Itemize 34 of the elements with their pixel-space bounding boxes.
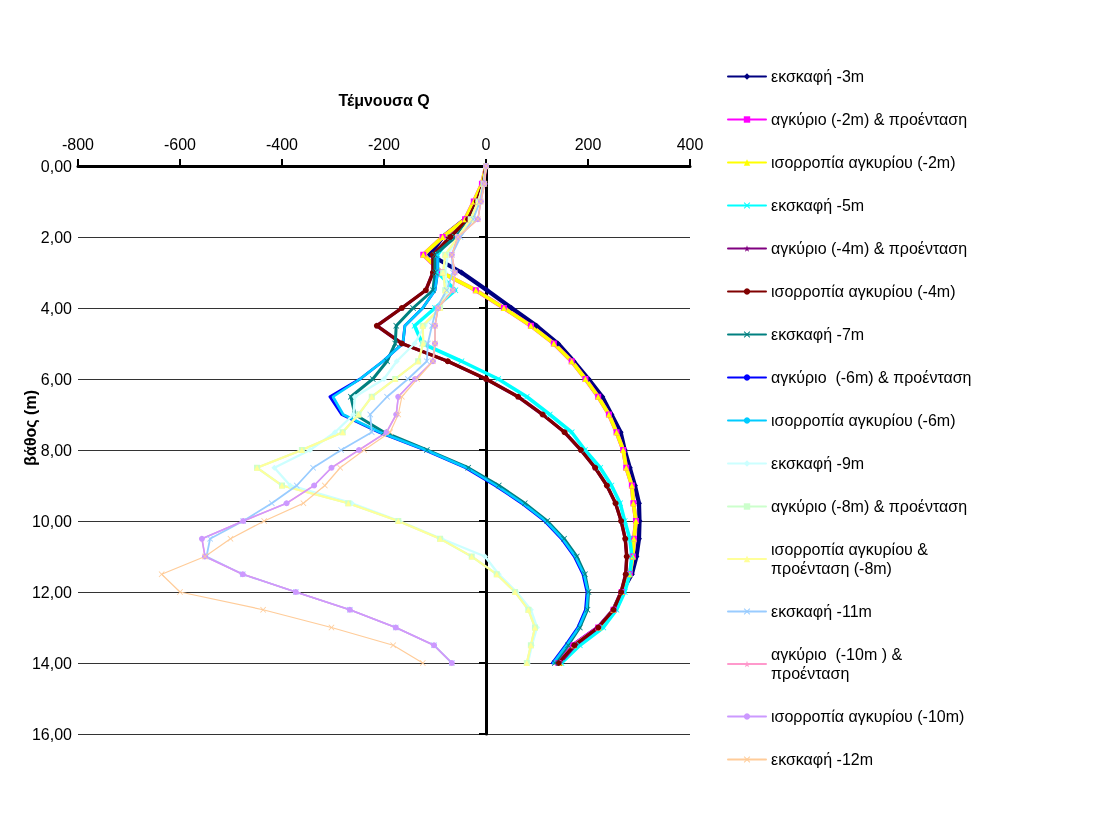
y-tick-label: 10,00 [31, 512, 73, 530]
legend-label: ισορροπία αγκυρίου (-10m) [771, 708, 965, 725]
legend-label: εκσκαφή -7m [771, 326, 865, 343]
legend-label: αγκύριο (-8m) & προένταση [771, 498, 968, 515]
legend-label: ισορροπία αγκυρίου & προένταση (-8m) [771, 541, 933, 577]
legend-label: αγκύριο (-2m) & προένταση [771, 111, 968, 128]
y-axis-title: βάθος (m) [21, 390, 40, 466]
y-tick-label: 2,00 [40, 228, 73, 246]
legend-label: αγκύριο (-6m) & προένταση [771, 369, 972, 386]
legend-label: εκσκαφή -5m [771, 197, 865, 214]
legend-label: αγκύριο (-10m ) & προένταση [771, 646, 907, 682]
legend-label: ισορροπία αγκυρίου (-4m) [771, 283, 956, 300]
legend-label: αγκύριο (-4m) & προένταση [771, 240, 968, 257]
y-tick-label: 0,00 [40, 157, 73, 175]
x-tick-label: -400 [265, 135, 299, 153]
y-tick-label: 8,00 [40, 441, 73, 459]
y-tick-label: 14,00 [31, 654, 73, 672]
x-tick-label: -200 [367, 135, 401, 153]
x-axis-title: Τέμνουσα Q [338, 91, 430, 109]
y-tick-label: 6,00 [40, 370, 73, 388]
x-tick-label: -600 [163, 135, 197, 153]
y-tick-label: 16,00 [31, 725, 73, 743]
legend-label: εκσκαφή -12m [771, 751, 874, 768]
legend-label: εκσκαφή -11m [771, 603, 872, 620]
legend-label: ισορροπία αγκυρίου (-6m) [771, 412, 956, 429]
legend-label: ισορροπία αγκυρίου (-2m) [771, 154, 956, 171]
x-tick-label: 400 [676, 135, 704, 153]
legend-label: εκσκαφή -3m [771, 68, 865, 85]
x-tick-label: 200 [574, 135, 602, 153]
legend-label: εκσκαφή -9m [771, 455, 865, 472]
y-tick-label: 4,00 [40, 299, 73, 317]
x-tick-label: -800 [61, 135, 95, 153]
x-tick-label: 0 [481, 135, 491, 153]
y-tick-label: 12,00 [31, 583, 73, 601]
